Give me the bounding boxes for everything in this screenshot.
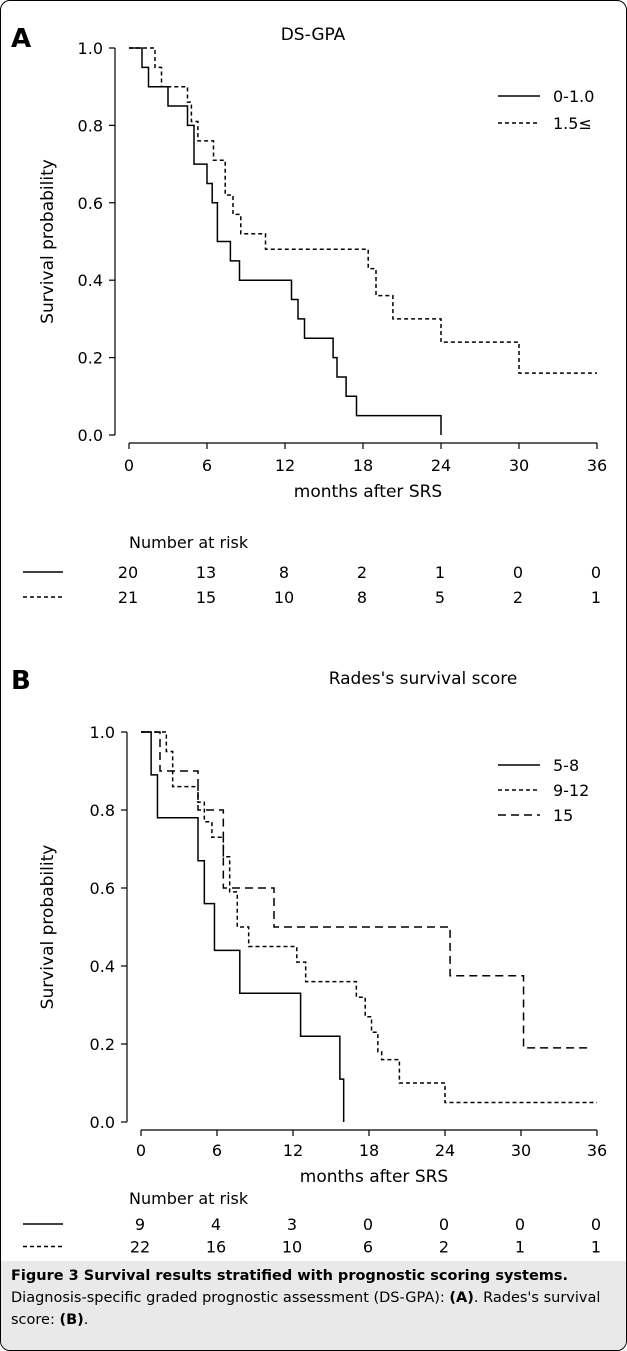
panel-b-risk-value: 0: [363, 1215, 373, 1234]
panel-a-risk-value: 0: [513, 563, 523, 582]
panel-b-series-line-3: [141, 731, 591, 1049]
panel-b-legend-label-1: 5-8: [553, 756, 579, 775]
panel-b-risk-value: 6: [363, 1238, 373, 1257]
panel-b-risk-value: 3: [287, 1215, 297, 1234]
panel-b-x-tick-label: 0: [136, 1141, 146, 1160]
panel-a-y-axis-label: Survival probability: [38, 159, 58, 324]
panel-a-y-tick-label: 1.0: [78, 39, 103, 58]
panel-a-risk-value: 20: [118, 563, 138, 582]
panel-a-x-tick-label: 30: [509, 456, 529, 475]
panel-b-risk-value: 22: [130, 1238, 150, 1257]
panel-a-risk-value: 1: [591, 588, 601, 607]
panel-b-y-tick-label: 0.4: [90, 957, 115, 976]
panel-b-y-axis-label: Survival probability: [38, 845, 58, 1010]
panel-a-x-tick-label: 24: [431, 456, 451, 475]
panel-a-series-line-2: [129, 47, 597, 374]
panel-a-x-tick-label: 36: [587, 456, 607, 475]
caption-figure-label: Figure 3 Survival results stratified wit…: [11, 1268, 569, 1284]
panel-b-x-tick-label: 6: [212, 1141, 222, 1160]
panel-a-risk-value: 21: [118, 588, 138, 607]
panel-b-legend-label-3: 15: [553, 806, 573, 825]
panel-b-risk-value: 9: [135, 1215, 145, 1234]
panel-b-risk-value: 10: [282, 1238, 302, 1257]
panel-b-risk-value: 2: [439, 1238, 449, 1257]
panel-a-risk-value: 13: [196, 563, 216, 582]
panel-b-risk-value: 0: [515, 1215, 525, 1234]
panel-b-x-tick-label: 30: [511, 1141, 531, 1160]
panel-a-risk-value: 15: [196, 588, 216, 607]
panel-b-risk-value: 0: [591, 1215, 601, 1234]
panel-a-x-tick-label: 12: [275, 456, 295, 475]
panel-a-x-tick-label: 6: [202, 456, 212, 475]
figure-caption: Figure 3 Survival results stratified wit…: [1, 1261, 626, 1350]
panel-b-title: Rades's survival score: [329, 669, 518, 689]
panel-b-y-tick-label: 0.8: [90, 801, 115, 820]
caption-ref-a: (A): [449, 1290, 474, 1306]
panel-a-risk-value: 1: [435, 563, 445, 582]
panel-b-x-tick-label: 18: [359, 1141, 379, 1160]
panel-b-risk-value: 0: [439, 1215, 449, 1234]
panel-b-y-tick-label: 0.2: [90, 1035, 115, 1054]
panel-a-series-line-1: [129, 47, 442, 435]
panel-a-risk-value: 8: [357, 588, 367, 607]
panel-a-risk-value: 8: [279, 563, 289, 582]
panel-a-y-tick-label: 0.0: [78, 426, 103, 445]
panel-a-risk-value: 10: [274, 588, 294, 607]
panel-a-title: DS-GPA: [281, 25, 346, 45]
panel-b-risk-header: Number at risk: [129, 1189, 249, 1208]
panel-a-risk-value: 0: [591, 563, 601, 582]
caption-text-3: .: [83, 1312, 89, 1328]
panel-b-risk-value: 1: [591, 1238, 601, 1257]
panel-b-risk-value: 4: [211, 1215, 221, 1234]
panel-a-y-tick-label: 0.6: [78, 194, 103, 213]
panel-b-legend-label-2: 9-12: [553, 781, 589, 800]
panel-b-x-tick-label: 36: [587, 1141, 607, 1160]
panel-a-x-axis-label: months after SRS: [294, 482, 442, 502]
panel-b-x-tick-label: 24: [435, 1141, 455, 1160]
panel-a-x-tick-label: 0: [124, 456, 134, 475]
panel-a-risk-header: Number at risk: [129, 533, 249, 552]
panel-b-risk-value: 1: [515, 1238, 525, 1257]
panel-b-series-line-2: [141, 731, 597, 1104]
panel-b-y-tick-label: 0.6: [90, 879, 115, 898]
panel-a-letter: A: [11, 24, 31, 54]
panel-b-x-axis-label: months after SRS: [300, 1167, 448, 1187]
panel-a-x-tick-label: 18: [353, 456, 373, 475]
panel-b-y-tick-label: 0.0: [90, 1113, 115, 1132]
panel-b-series-line-1: [141, 731, 345, 1122]
panel-a-risk-value: 2: [357, 563, 367, 582]
caption-ref-b: (B): [59, 1312, 84, 1328]
panel-a-y-tick-label: 0.8: [78, 116, 103, 135]
panel-a-legend-label-1: 0-1.0: [553, 87, 594, 106]
panel-b-letter: B: [11, 666, 31, 696]
panel-b-y-tick-label: 1.0: [90, 723, 115, 742]
panel-a-risk-value: 2: [513, 588, 523, 607]
panel-b-risk-value: 16: [206, 1238, 226, 1257]
caption-text-2: . Rades's survival score:: [11, 1290, 601, 1328]
caption-text-1: Diagnosis-specific graded prognostic ass…: [11, 1290, 450, 1306]
panel-a-risk-value: 5: [435, 588, 445, 607]
panel-a-legend-label-2: 1.5≤: [553, 114, 592, 133]
panel-a-y-tick-label: 0.4: [78, 271, 103, 290]
panel-a-y-tick-label: 0.2: [78, 349, 103, 368]
panel-b-x-tick-label: 12: [283, 1141, 303, 1160]
